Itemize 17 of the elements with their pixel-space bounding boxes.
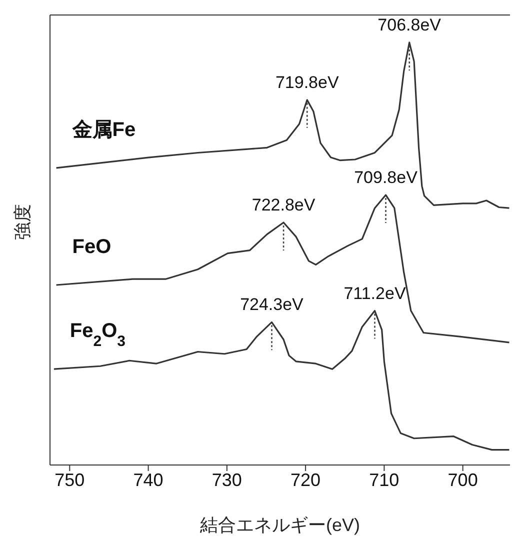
x-tick-label: 740: [133, 470, 164, 490]
annotation: 709.8eV: [354, 168, 418, 187]
series-label: FeO: [72, 236, 112, 258]
x-tick-label: 700: [448, 470, 478, 490]
series-label: 金属Fe: [71, 118, 136, 141]
x-tick-label: 710: [369, 470, 400, 490]
x-tick-label: 730: [212, 470, 242, 490]
annotation: 711.2eV: [344, 284, 406, 303]
x-tick-label: 750: [54, 470, 85, 490]
annotation: 724.3eV: [240, 295, 304, 314]
annotation: 719.8eV: [275, 72, 340, 92]
annotation: 706.8eV: [378, 15, 442, 34]
y-axis-title: 強度: [12, 204, 32, 240]
series-label: Fe$_{2}$O$_{3}$: [70, 320, 126, 350]
annotation: 722.8eV: [252, 195, 316, 214]
x-tick-label: 720: [290, 470, 321, 490]
x-axis-title: 結合エネルギー(eV): [198, 515, 360, 535]
